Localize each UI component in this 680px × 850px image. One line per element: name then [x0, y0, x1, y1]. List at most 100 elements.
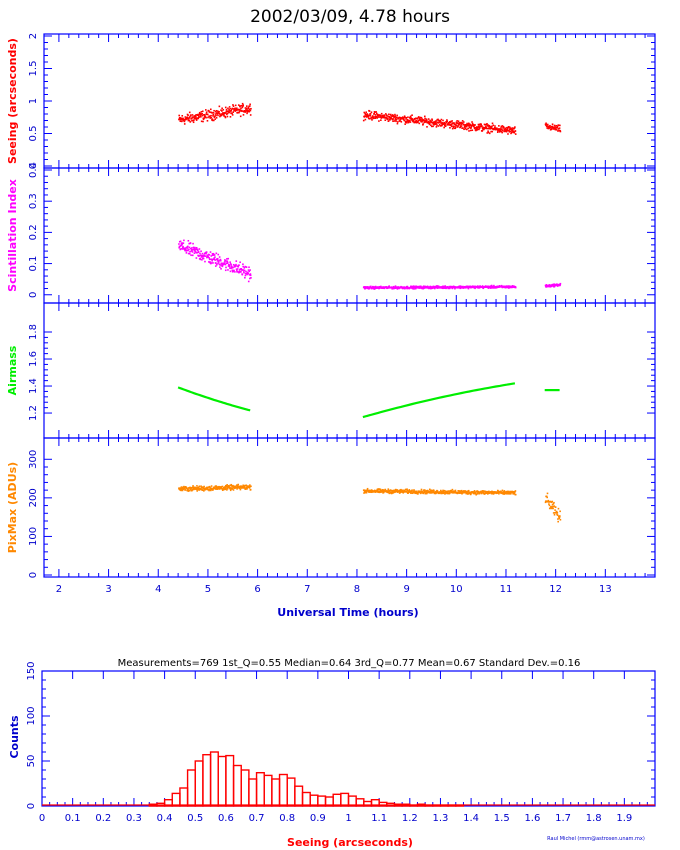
data-point: [394, 113, 396, 116]
data-point: [418, 122, 421, 125]
data-point: [452, 122, 454, 124]
histogram-stats: Measurements=769 1st_Q=0.55 Median=0.64 …: [118, 658, 581, 669]
data-point: [450, 286, 453, 289]
data-point: [193, 250, 196, 252]
data-point: [180, 247, 182, 250]
data-point: [227, 265, 230, 267]
x-tick-label: 0.5: [187, 813, 203, 824]
data-point: [380, 119, 382, 121]
data-point: [507, 133, 509, 135]
data-point: [195, 115, 197, 118]
data-point: [496, 127, 498, 130]
data-point: [450, 125, 453, 128]
data-point: [209, 489, 212, 492]
data-point: [549, 501, 552, 503]
data-point: [250, 485, 252, 488]
data-point: [185, 486, 187, 488]
data-point: [199, 113, 202, 115]
data-point: [449, 491, 452, 493]
data-point: [514, 126, 516, 128]
data-point: [559, 129, 561, 132]
data-point: [188, 246, 191, 249]
data-point: [195, 488, 198, 491]
data-point: [383, 491, 385, 494]
data-point: [554, 506, 557, 508]
data-point: [214, 256, 216, 258]
time-tick-label: 9: [403, 584, 409, 595]
data-point: [197, 250, 200, 253]
data-point: [188, 116, 190, 119]
data-point: [508, 131, 511, 133]
data-point: [379, 490, 381, 492]
histogram-bar: [194, 760, 204, 807]
data-point: [230, 487, 232, 489]
data-point: [368, 117, 371, 120]
data-point: [185, 247, 187, 249]
data-point: [385, 286, 388, 288]
data-point: [181, 489, 184, 492]
data-point: [553, 285, 556, 288]
data-point: [196, 252, 198, 254]
data-point: [215, 262, 217, 265]
data-point: [203, 255, 206, 257]
data-point: [545, 125, 548, 128]
data-point: [388, 118, 390, 121]
data-point: [485, 126, 487, 128]
data-point: [501, 489, 504, 492]
data-point: [374, 286, 376, 289]
data-point: [210, 258, 212, 261]
data-point: [225, 112, 227, 114]
data-point: [365, 111, 367, 114]
data-point: [471, 121, 473, 123]
data-point: [402, 117, 405, 120]
data-point: [370, 111, 373, 114]
data-point: [464, 127, 467, 130]
data-point: [377, 489, 379, 492]
histogram-y-label: Counts: [8, 715, 21, 759]
data-point: [487, 127, 489, 130]
data-point: [452, 126, 455, 129]
data-point: [199, 252, 201, 255]
histogram-bar: [278, 773, 288, 807]
data-point: [462, 123, 465, 126]
data-point: [455, 124, 458, 127]
data-point: [226, 112, 229, 115]
data-point: [188, 111, 191, 114]
data-point: [211, 253, 214, 255]
data-point: [209, 251, 212, 253]
data-point: [184, 489, 187, 491]
data-point: [471, 129, 474, 132]
data-point: [374, 117, 377, 120]
data-point: [238, 486, 240, 488]
data-point: [239, 488, 242, 491]
data-point: [489, 285, 492, 288]
data-point: [458, 123, 460, 125]
data-point: [427, 118, 430, 120]
data-point: [448, 123, 451, 126]
data-point: [381, 114, 384, 117]
data-point: [404, 116, 406, 118]
data-point: [244, 110, 247, 113]
data-point: [420, 116, 423, 119]
data-point: [422, 285, 425, 288]
data-point: [511, 130, 513, 132]
data-point: [235, 108, 238, 111]
data-point: [230, 485, 233, 487]
data-point: [224, 106, 227, 109]
data-point: [429, 120, 432, 122]
data-point: [409, 121, 412, 123]
data-point: [235, 260, 238, 262]
data-point: [423, 489, 426, 491]
x-tick-label: 0.3: [126, 813, 142, 824]
data-point: [207, 116, 209, 119]
data-point: [446, 492, 448, 495]
data-point: [440, 492, 442, 495]
data-point: [514, 285, 517, 288]
data-point: [365, 490, 368, 493]
data-point: [378, 120, 380, 122]
data-point: [410, 492, 413, 494]
data-point: [189, 121, 192, 123]
data-point: [462, 285, 464, 288]
data-point: [443, 123, 445, 125]
data-point: [236, 488, 238, 490]
